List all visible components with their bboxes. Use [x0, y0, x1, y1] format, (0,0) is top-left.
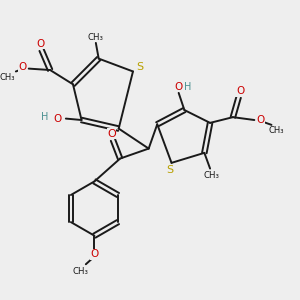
Text: CH₃: CH₃ — [88, 33, 104, 42]
Text: H: H — [184, 82, 191, 92]
Text: CH₃: CH₃ — [72, 267, 88, 276]
Text: O: O — [18, 62, 27, 73]
Text: S: S — [167, 165, 174, 175]
Text: H: H — [41, 112, 49, 122]
Text: O: O — [36, 39, 44, 49]
Text: CH₃: CH₃ — [203, 171, 220, 180]
Text: CH₃: CH₃ — [269, 126, 284, 135]
Text: O: O — [107, 129, 116, 139]
Text: O: O — [236, 86, 244, 97]
Text: O: O — [256, 115, 265, 125]
Text: O: O — [90, 249, 98, 259]
Text: S: S — [136, 62, 144, 72]
Text: CH₃: CH₃ — [0, 73, 15, 82]
Text: O: O — [53, 114, 61, 124]
Text: O: O — [174, 82, 182, 92]
